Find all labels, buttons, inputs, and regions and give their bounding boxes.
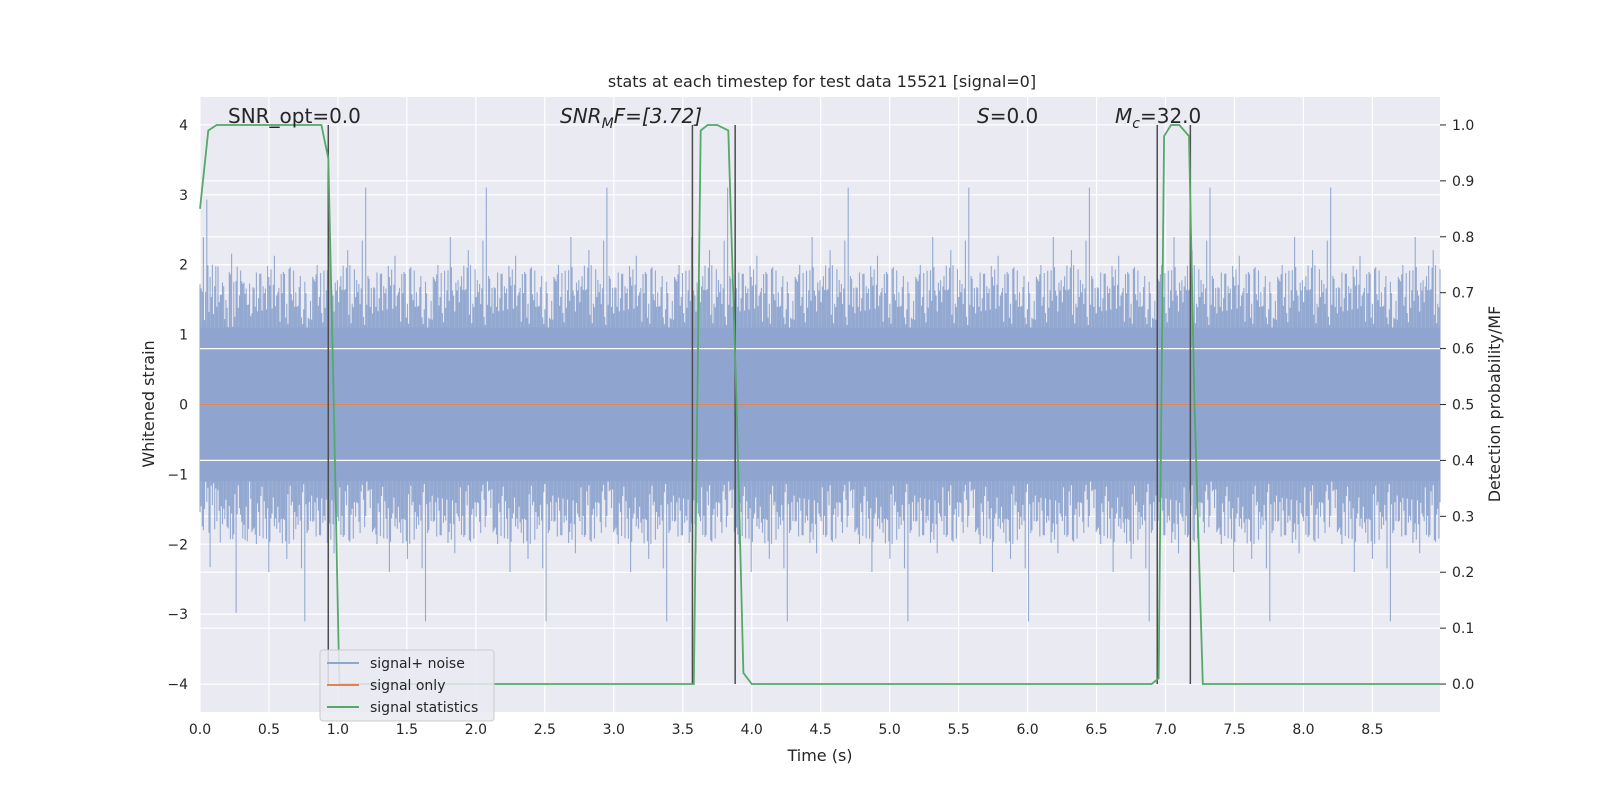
y-right-axis-ticks: 1.0 0.9 0.8 0.7 0.6 0.5 0.4 0.3 0.2 0.1 0.0 — [1440, 118, 1474, 693]
annotation-mc-sub: c — [1132, 116, 1140, 132]
y-right-tick-label: 0.6 — [1452, 342, 1474, 358]
y-left-tick-label: 0 — [179, 398, 188, 414]
y-left-tick-label: 3 — [179, 188, 188, 204]
x-tick-label: 6.5 — [1085, 722, 1107, 738]
x-tick-label: 7.0 — [1154, 722, 1176, 738]
x-tick-label: 6.0 — [1016, 722, 1038, 738]
signal-statistics-series — [199, 124, 1440, 685]
annotation-snr-mf-rest: F=[3.72] — [614, 104, 702, 128]
y-left-axis-ticks: 4 3 2 1 0 −1 −2 −3 −4 — [167, 118, 188, 693]
legend-label-signal-statistics: signal statistics — [370, 700, 478, 716]
y-right-tick-label: 0.9 — [1452, 174, 1474, 190]
y-left-tick-label: 1 — [179, 328, 188, 344]
x-tick-label: 4.0 — [741, 722, 763, 738]
y-left-tick-label: −2 — [167, 537, 188, 553]
y-left-tick-label: −4 — [167, 677, 188, 693]
annotation-snr-mf-sub: M — [602, 116, 614, 132]
y-right-axis-label: Detection probability/MF — [1485, 306, 1504, 503]
x-tick-label: 2.5 — [534, 722, 556, 738]
annotation-snr-mf: SNRMF=[3.72] — [560, 104, 702, 132]
y-right-tick-label: 0.2 — [1452, 565, 1474, 581]
signal-statistics-line — [199, 124, 1440, 685]
annotation-s-main: S — [977, 104, 990, 128]
x-tick-label: 2.0 — [465, 722, 487, 738]
y-left-tick-label: 2 — [179, 258, 188, 274]
y-left-tick-label: −1 — [167, 467, 188, 483]
y-left-tick-label: −3 — [167, 607, 188, 623]
x-tick-label: 7.5 — [1223, 722, 1245, 738]
annotation-s: S=0.0 — [977, 104, 1038, 128]
x-tick-label: 0.0 — [189, 722, 211, 738]
legend-box — [319, 649, 495, 722]
annotation-mc-rest: =32.0 — [1140, 104, 1201, 128]
x-axis-ticks: 0.0 0.5 1.0 1.5 2.0 2.5 3.0 3.5 4.0 4.5 5.0 5.5 6.0 6… — [189, 722, 1384, 738]
x-tick-label: 8.0 — [1292, 722, 1314, 738]
y-right-tick-label: 0.4 — [1452, 453, 1474, 469]
annotation-mc-main: M — [1115, 104, 1132, 128]
vertical-markers — [327, 124, 1192, 685]
y-left-axis-label: Whitened strain — [139, 340, 158, 467]
y-right-tick-label: 0.3 — [1452, 509, 1474, 525]
x-tick-label: 1.0 — [327, 722, 349, 738]
annotation-snr-mf-main: SNR — [560, 104, 602, 128]
annotation-s-rest: =0.0 — [990, 104, 1039, 128]
x-axis-label: Time (s) — [786, 746, 852, 765]
x-tick-label: 3.5 — [672, 722, 694, 738]
legend-label-signal-only: signal only — [370, 678, 445, 694]
y-right-tick-label: 0.0 — [1452, 677, 1474, 693]
y-right-tick-label: 0.8 — [1452, 230, 1474, 246]
x-tick-label: 4.5 — [810, 722, 832, 738]
legend: signal+ noise signal only signal statist… — [319, 649, 495, 722]
y-right-tick-label: 0.7 — [1452, 286, 1474, 302]
x-tick-label: 1.5 — [396, 722, 418, 738]
chart-title: stats at each timestep for test data 155… — [608, 72, 1036, 91]
x-tick-label: 3.0 — [603, 722, 625, 738]
x-tick-label: 5.5 — [947, 722, 969, 738]
y-right-tick-label: 1.0 — [1452, 118, 1474, 134]
y-right-tick-label: 0.1 — [1452, 621, 1474, 637]
x-tick-label: 0.5 — [258, 722, 280, 738]
legend-label-signal-noise: signal+ noise — [370, 656, 465, 672]
annotation-snr-opt: SNR_opt=0.0 — [228, 104, 361, 128]
y-left-tick-label: 4 — [179, 118, 188, 134]
annotation-mc: Mc=32.0 — [1115, 104, 1201, 132]
x-tick-label: 5.0 — [879, 722, 901, 738]
x-tick-label: 8.5 — [1361, 722, 1383, 738]
y-right-tick-label: 0.5 — [1452, 398, 1474, 414]
